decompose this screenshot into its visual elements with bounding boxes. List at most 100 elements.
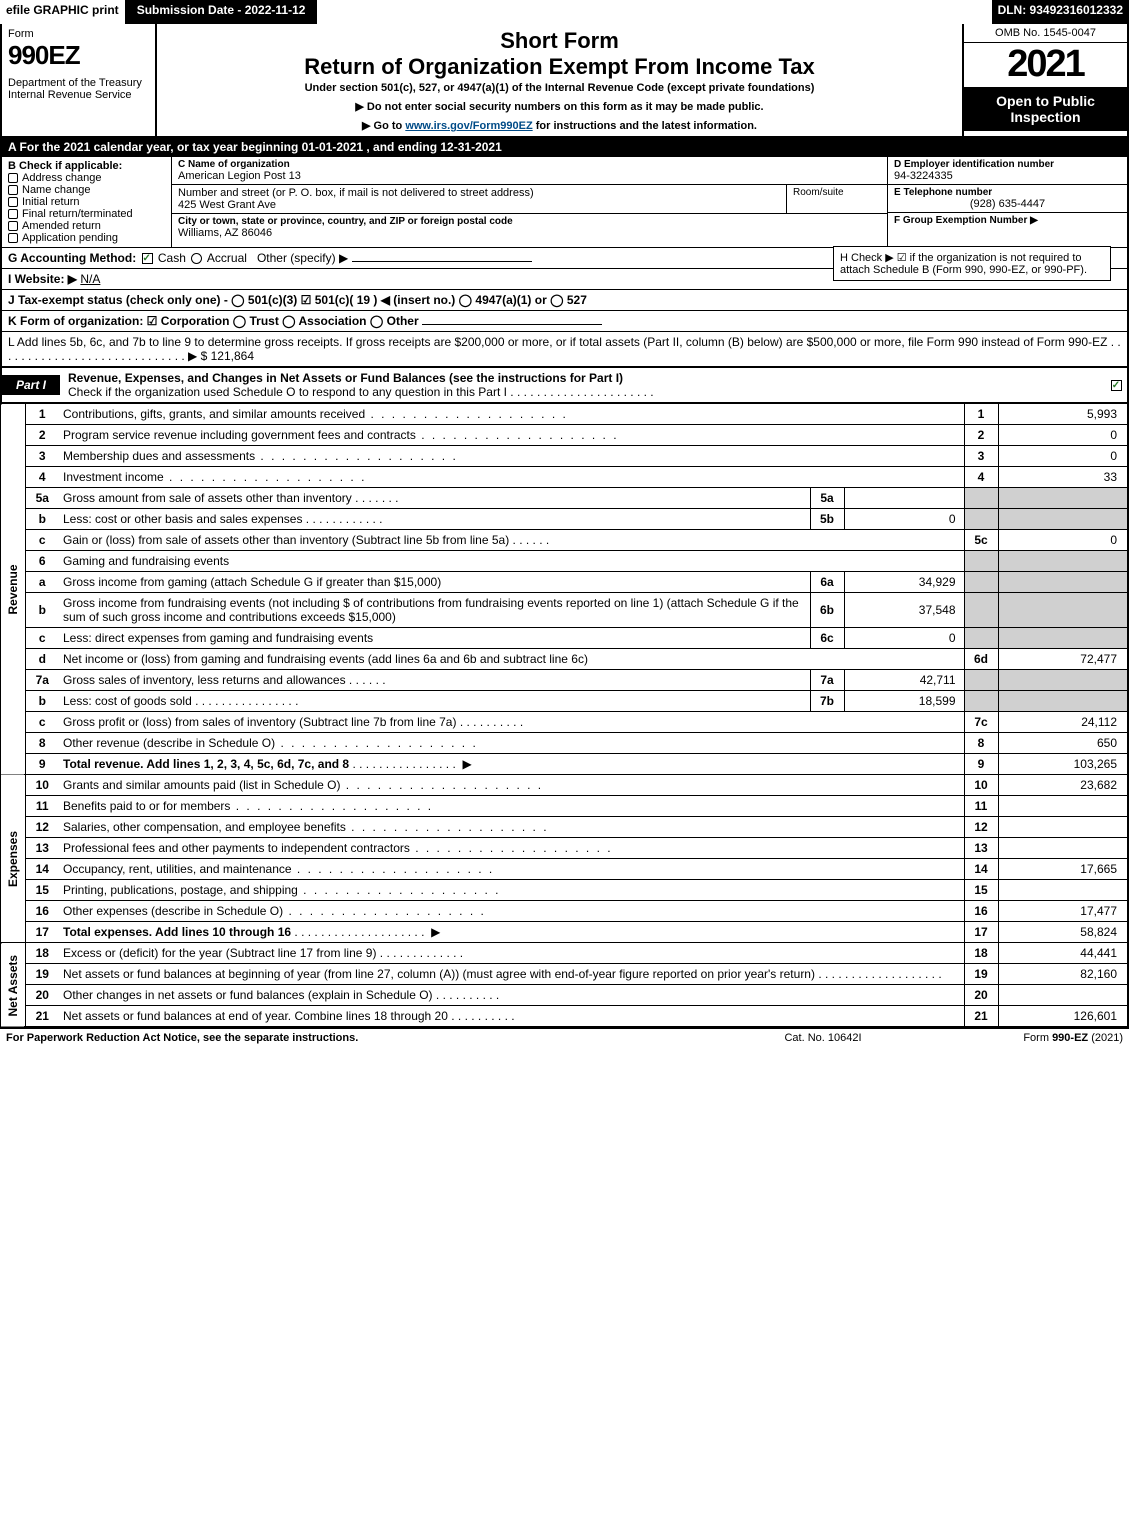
num-shade: [964, 509, 998, 530]
c-city-lab: City or town, state or province, country…: [178, 216, 881, 227]
line-14: 14 Occupancy, rent, utilities, and maint…: [1, 859, 1128, 880]
b-opt-final[interactable]: Final return/terminated: [8, 208, 165, 220]
k-other-line[interactable]: [422, 324, 602, 325]
num: 4: [964, 467, 998, 488]
desc: Salaries, other compensation, and employ…: [63, 820, 346, 834]
checkbox-icon[interactable]: [8, 197, 18, 207]
sub-val: 34,929: [844, 572, 964, 593]
footer-right: Form 990-EZ (2021): [923, 1032, 1123, 1044]
num: 2: [964, 425, 998, 446]
c-room: Room/suite: [787, 185, 887, 214]
d-grp-lab: F Group Exemption Number ▶: [894, 215, 1121, 226]
val-shade: [998, 628, 1128, 649]
block-bcd: B Check if applicable: Address change Na…: [0, 157, 1129, 248]
num-shade: [964, 628, 998, 649]
b-opt-pending[interactable]: Application pending: [8, 232, 165, 244]
netassets-side: Net Assets: [1, 943, 25, 1028]
val: 103,265: [998, 754, 1128, 775]
dept-label: Department of the Treasury Internal Reve…: [8, 77, 149, 101]
ln: c: [25, 712, 59, 733]
num-shade: [964, 488, 998, 509]
sub-val: [844, 488, 964, 509]
desc: Professional fees and other payments to …: [63, 841, 410, 855]
line-13: 13 Professional fees and other payments …: [1, 838, 1128, 859]
b-opt-initial[interactable]: Initial return: [8, 196, 165, 208]
ln: 11: [25, 796, 59, 817]
c-name-lab: C Name of organization: [178, 159, 881, 170]
b-opt-name[interactable]: Name change: [8, 184, 165, 196]
footer-left: For Paperwork Reduction Act Notice, see …: [6, 1032, 723, 1044]
desc: Gross income from gaming (attach Schedul…: [63, 575, 441, 589]
row-j: J Tax-exempt status (check only one) - ◯…: [0, 290, 1129, 311]
ln: b: [25, 691, 59, 712]
col-d: D Employer identification number 94-3224…: [887, 157, 1127, 247]
val: 126,601: [998, 1006, 1128, 1028]
g-cash-check[interactable]: [142, 253, 153, 264]
row-g: G Accounting Method: Cash Accrual Other …: [0, 248, 1129, 269]
num: 19: [964, 964, 998, 985]
num-shade: [964, 572, 998, 593]
irs-link[interactable]: www.irs.gov/Form990EZ: [405, 120, 532, 132]
form-title: Return of Organization Exempt From Incom…: [165, 54, 954, 80]
sub-ln: 6a: [810, 572, 844, 593]
num: 20: [964, 985, 998, 1006]
line-5b: b Less: cost or other basis and sales ex…: [1, 509, 1128, 530]
checkbox-icon[interactable]: [8, 221, 18, 231]
ln: c: [25, 530, 59, 551]
note-goto: ▶ Go to www.irs.gov/Form990EZ for instru…: [165, 119, 954, 132]
checkbox-icon[interactable]: [8, 185, 18, 195]
b-opt-amended[interactable]: Amended return: [8, 220, 165, 232]
desc: Less: direct expenses from gaming and fu…: [63, 631, 373, 645]
topbar-spacer: [317, 0, 991, 24]
val-shade: [998, 670, 1128, 691]
checkbox-icon[interactable]: [8, 209, 18, 219]
line-7a: 7a Gross sales of inventory, less return…: [1, 670, 1128, 691]
val: 72,477: [998, 649, 1128, 670]
val: 23,682: [998, 775, 1128, 796]
line-1: Revenue 1 Contributions, gifts, grants, …: [1, 404, 1128, 425]
desc: Other revenue (describe in Schedule O): [63, 736, 275, 750]
b-opt-address[interactable]: Address change: [8, 172, 165, 184]
under-section: Under section 501(c), 527, or 4947(a)(1)…: [165, 82, 954, 94]
desc: Membership dues and assessments: [63, 449, 255, 463]
header-mid: Short Form Return of Organization Exempt…: [157, 24, 962, 136]
submission-date: Submission Date - 2022-11-12: [125, 0, 318, 24]
num: 14: [964, 859, 998, 880]
tax-year: 2021: [964, 43, 1127, 87]
i-val: N/A: [80, 272, 100, 286]
checkbox-icon[interactable]: [8, 233, 18, 243]
line-6b: b Gross income from fundraising events (…: [1, 593, 1128, 628]
part1-check[interactable]: [1105, 378, 1127, 392]
g-other-line[interactable]: [352, 261, 532, 262]
val: 33: [998, 467, 1128, 488]
num: 1: [964, 404, 998, 425]
ln: 6: [25, 551, 59, 572]
checkbox-icon: [1111, 380, 1122, 391]
efile-label[interactable]: efile GRAPHIC print: [0, 0, 125, 24]
footer-mid: Cat. No. 10642I: [723, 1032, 923, 1044]
desc: Excess or (deficit) for the year (Subtra…: [63, 946, 376, 960]
ln: 5a: [25, 488, 59, 509]
desc: Contributions, gifts, grants, and simila…: [63, 407, 365, 421]
omb-number: OMB No. 1545-0047: [964, 24, 1127, 43]
ln: c: [25, 628, 59, 649]
line-16: 16 Other expenses (describe in Schedule …: [1, 901, 1128, 922]
num: 7c: [964, 712, 998, 733]
desc: Gross sales of inventory, less returns a…: [63, 673, 346, 687]
num: 17: [964, 922, 998, 943]
line-7c: c Gross profit or (loss) from sales of i…: [1, 712, 1128, 733]
ln: 19: [25, 964, 59, 985]
g-accrual-radio[interactable]: [191, 253, 202, 264]
line-9: 9 Total revenue. Add lines 1, 2, 3, 4, 5…: [1, 754, 1128, 775]
note2-pre: ▶ Go to: [362, 120, 405, 132]
val: [998, 985, 1128, 1006]
c-addr-val: 425 West Grant Ave: [178, 199, 780, 211]
line-11: 11 Benefits paid to or for members 11: [1, 796, 1128, 817]
line-5a: 5a Gross amount from sale of assets othe…: [1, 488, 1128, 509]
b-opt-1: Name change: [22, 184, 91, 196]
part1-title-text: Revenue, Expenses, and Changes in Net As…: [68, 371, 623, 385]
val: 24,112: [998, 712, 1128, 733]
desc: Occupancy, rent, utilities, and maintena…: [63, 862, 292, 876]
line-17: 17 Total expenses. Add lines 10 through …: [1, 922, 1128, 943]
checkbox-icon[interactable]: [8, 173, 18, 183]
